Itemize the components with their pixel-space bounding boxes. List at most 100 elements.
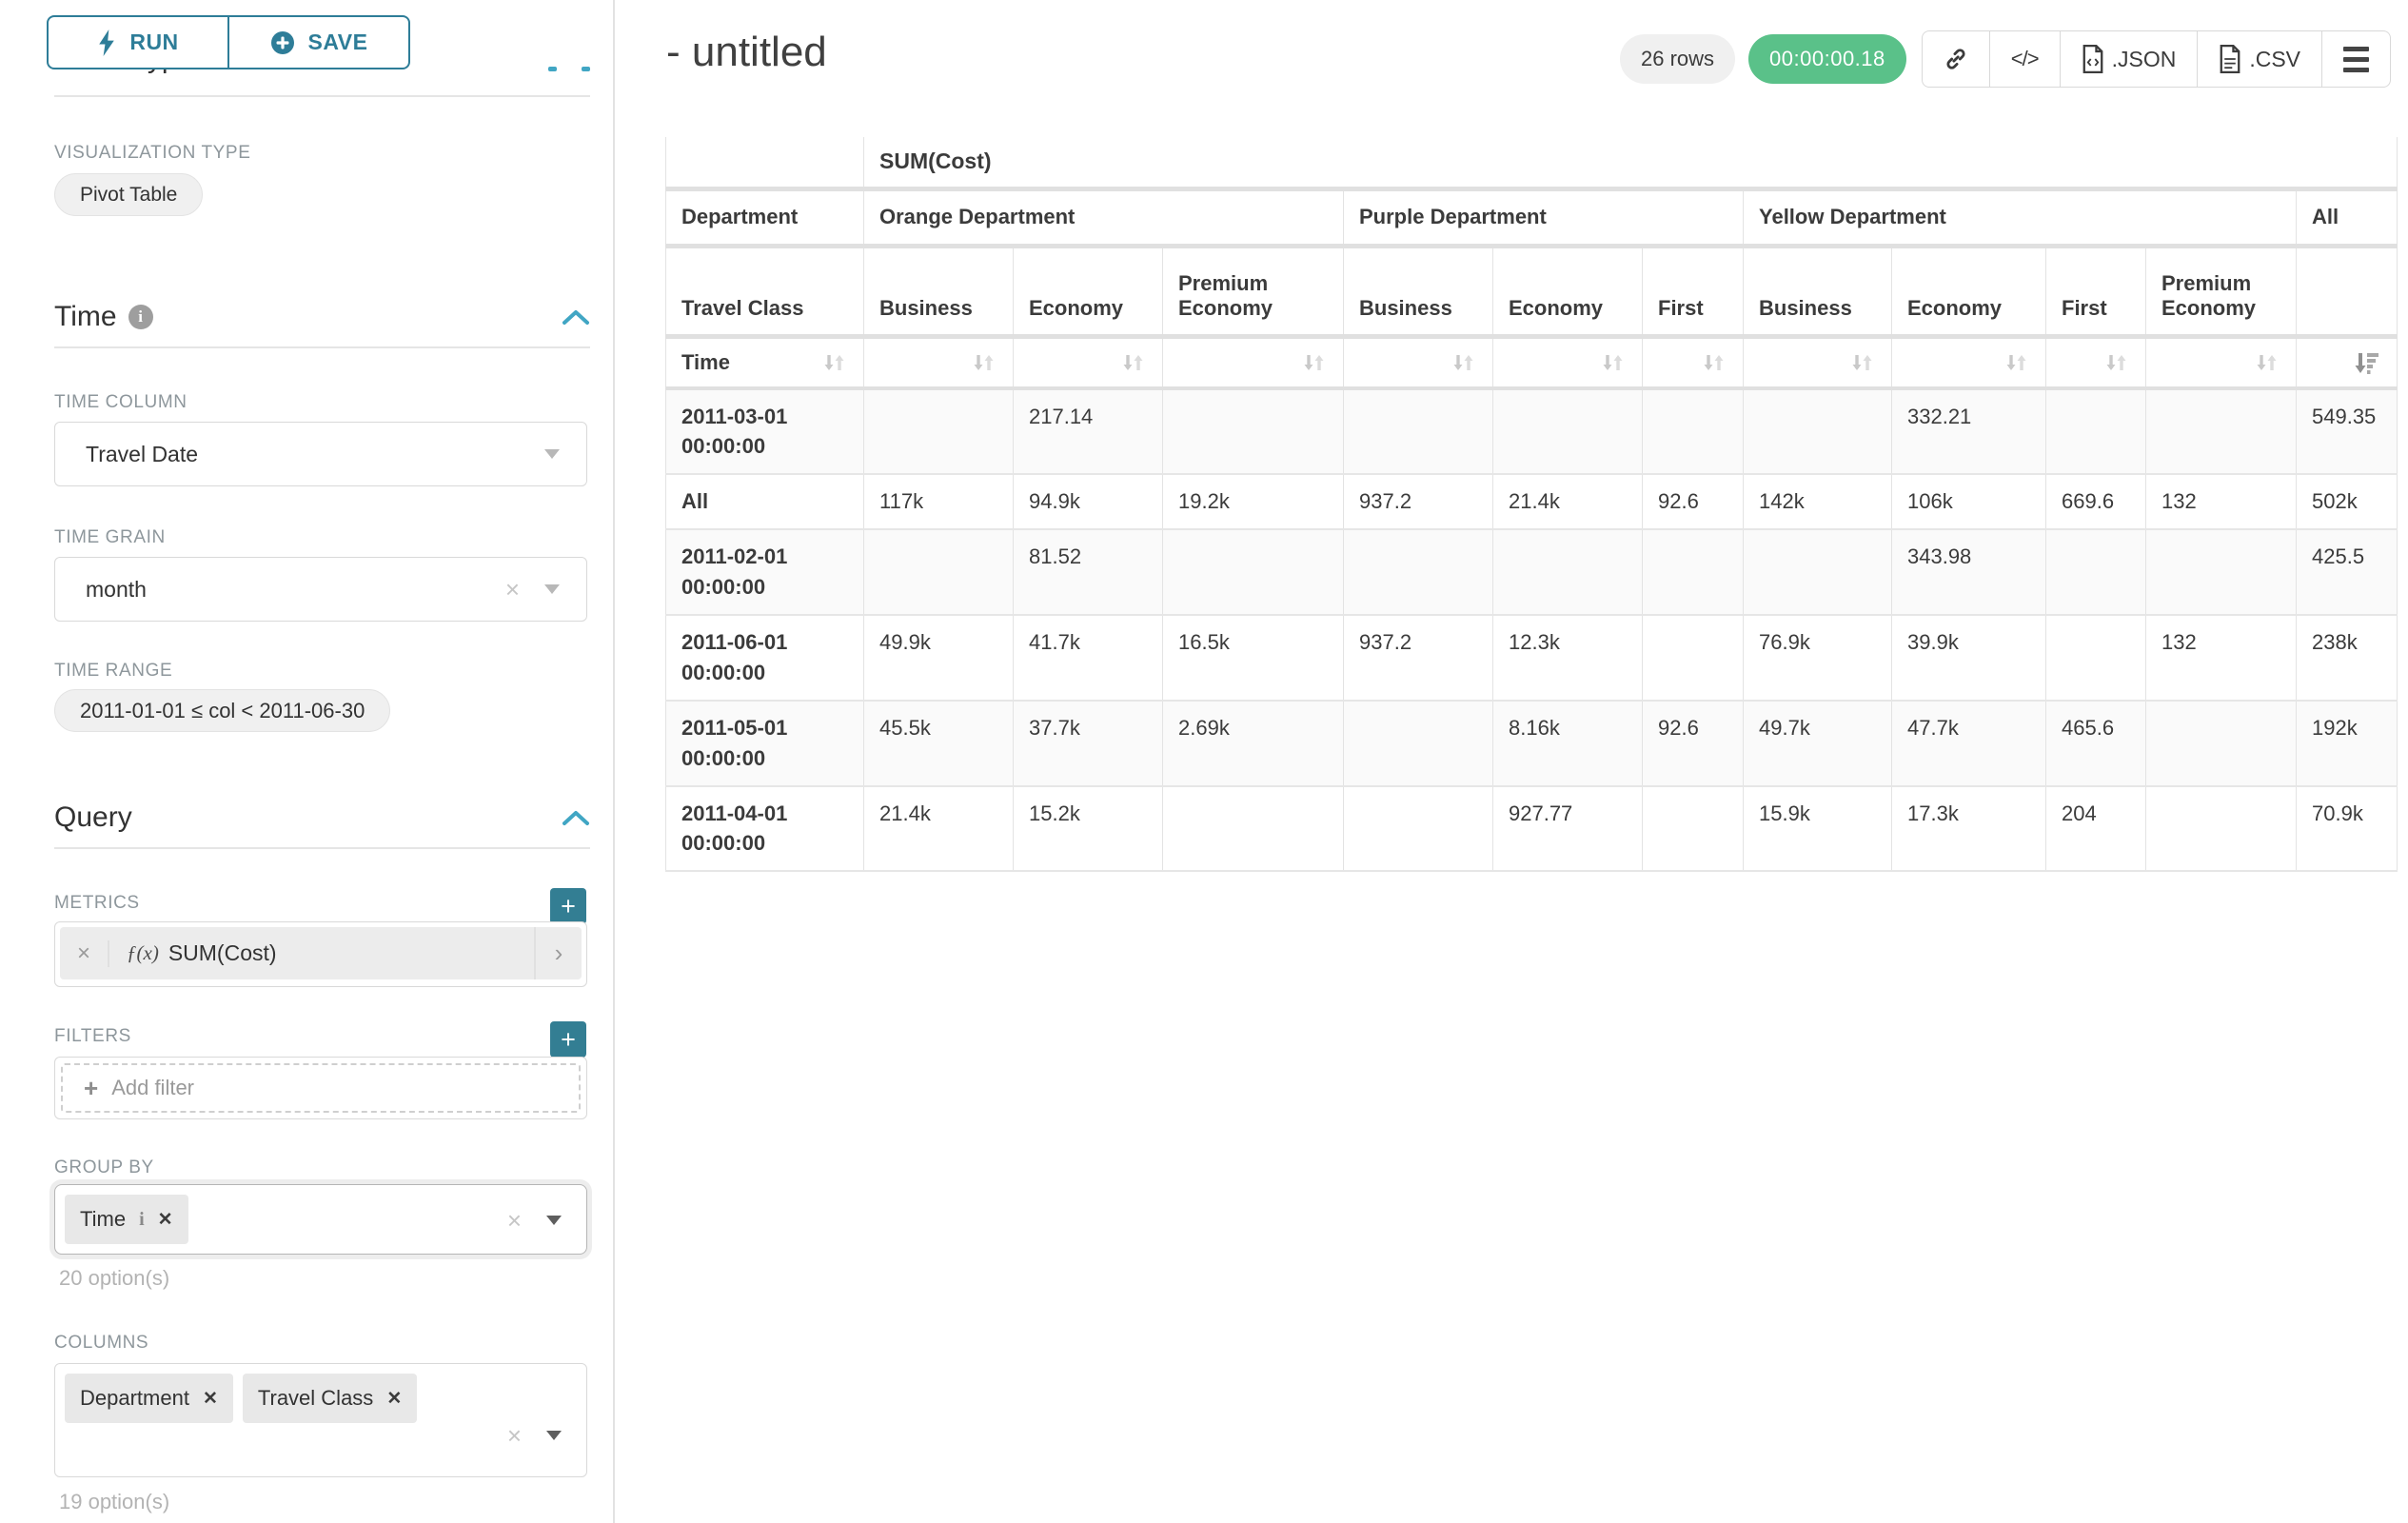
clear-icon[interactable]: × <box>507 1208 522 1233</box>
value-cell: 39.9k <box>1892 615 2046 701</box>
metric-chip[interactable]: × ƒ(x) SUM(Cost) › <box>60 927 582 979</box>
column-sort-header[interactable] <box>1892 336 2046 388</box>
row-count-badge: 26 rows <box>1620 34 1735 84</box>
more-menu-button[interactable] <box>2322 31 2390 87</box>
control-panel-sidebar: Chart Type RUN SAVE VISUALIZATION TYPE P… <box>0 0 615 1523</box>
clear-icon[interactable]: × <box>507 1423 522 1448</box>
link-icon <box>1944 47 1968 71</box>
viz-type-pill[interactable]: Pivot Table <box>54 173 203 216</box>
value-cell <box>1643 529 1744 615</box>
value-cell: 76.9k <box>1744 615 1892 701</box>
group-by-select[interactable]: Timei✕ × <box>54 1184 587 1255</box>
info-icon: i <box>128 305 153 329</box>
column-sort-header[interactable] <box>1744 336 1892 388</box>
column-sort-header[interactable] <box>1344 336 1493 388</box>
column-sort-header[interactable] <box>864 336 1014 388</box>
value-cell: 238k <box>2297 615 2398 701</box>
sort-icon <box>2252 348 2280 377</box>
travel-class-header: Business <box>1744 246 1892 336</box>
value-cell: 106k <box>1892 474 2046 529</box>
chevron-up-icon[interactable] <box>562 809 590 826</box>
export-csv-button[interactable]: .CSV <box>2198 31 2322 87</box>
info-icon: i <box>139 1209 145 1231</box>
columns-select[interactable]: Department✕Travel Class✕ × <box>54 1363 587 1477</box>
time-range-pill[interactable]: 2011-01-01 ≤ col < 2011-06-30 <box>54 689 390 732</box>
value-cell: 117k <box>864 474 1014 529</box>
row-dimension-sort-header[interactable]: Time <box>666 336 864 388</box>
column-sort-header[interactable] <box>1643 336 1744 388</box>
column-sort-header[interactable] <box>1493 336 1643 388</box>
chart-title[interactable]: - untitled <box>666 29 827 76</box>
add-filter-button[interactable]: + <box>550 1021 586 1058</box>
table-row: 2011-05-01 00:00:0045.5k37.7k2.69k8.16k9… <box>666 701 2398 786</box>
caret-down-icon[interactable] <box>546 1431 562 1440</box>
value-cell: 204 <box>2046 786 2146 872</box>
value-cell: 21.4k <box>864 786 1014 872</box>
time-grain-select[interactable]: month × <box>54 557 587 622</box>
value-cell: 217.14 <box>1014 388 1163 475</box>
row-header-cell: 2011-05-01 00:00:00 <box>666 701 864 786</box>
value-cell: 94.9k <box>1014 474 1163 529</box>
column-sort-header[interactable] <box>1163 336 1344 388</box>
travel-class-header: Business <box>1344 246 1493 336</box>
metric-header: SUM(Cost) <box>864 137 2398 188</box>
explore-page: Chart Type RUN SAVE VISUALIZATION TYPE P… <box>0 0 2408 1523</box>
add-filter-dropzone[interactable]: + Add filter <box>61 1063 581 1113</box>
group-by-options-count: 20 option(s) <box>59 1266 169 1291</box>
view-query-button[interactable]: </> <box>1990 31 2061 87</box>
viz-type-label: VISUALIZATION TYPE <box>54 143 250 164</box>
chart-type-collapse-indicator <box>548 67 590 71</box>
sort-icon <box>1699 348 1727 377</box>
caret-down-icon[interactable] <box>546 1216 562 1225</box>
value-cell <box>1344 786 1493 872</box>
column-sort-header[interactable] <box>1014 336 1163 388</box>
value-cell <box>2146 388 2297 475</box>
value-cell: 142k <box>1744 474 1892 529</box>
value-cell: 192k <box>2297 701 2398 786</box>
add-metric-button[interactable]: + <box>550 888 586 924</box>
json-file-icon <box>2082 45 2104 73</box>
travel-class-header: Business <box>864 246 1014 336</box>
value-cell: 343.98 <box>1892 529 2046 615</box>
columns-options-count: 19 option(s) <box>59 1490 169 1514</box>
caret-down-icon <box>544 449 560 459</box>
remove-tag-icon[interactable]: ✕ <box>386 1388 402 1410</box>
selected-value-tag[interactable]: Travel Class✕ <box>243 1374 417 1423</box>
sort-icon <box>819 348 848 377</box>
column-sort-header[interactable] <box>2146 336 2297 388</box>
clear-icon[interactable]: × <box>505 577 520 602</box>
save-button[interactable]: SAVE <box>228 15 410 69</box>
query-duration-badge: 00:00:00.18 <box>1748 34 1906 84</box>
remove-tag-icon[interactable]: ✕ <box>158 1209 173 1231</box>
value-cell: 92.6 <box>1643 701 1744 786</box>
column-sort-header[interactable] <box>2297 336 2398 388</box>
value-cell <box>1493 388 1643 475</box>
travel-class-header: Premium Economy <box>1163 246 1344 336</box>
value-cell <box>1344 388 1493 475</box>
value-cell: 16.5k <box>1163 615 1344 701</box>
value-cell <box>1643 615 1744 701</box>
time-column-select[interactable]: Travel Date <box>54 422 587 486</box>
value-cell <box>1744 529 1892 615</box>
travel-class-header: Economy <box>1493 246 1643 336</box>
value-cell: 332.21 <box>1892 388 2046 475</box>
table-row: 2011-02-01 00:00:0081.52343.98425.5 <box>666 529 2398 615</box>
value-cell <box>1744 388 1892 475</box>
copy-link-button[interactable] <box>1923 31 1990 87</box>
chevron-right-icon[interactable]: › <box>534 927 582 979</box>
plus-circle-icon <box>270 30 295 55</box>
sort-icon <box>1118 348 1147 377</box>
value-cell: 425.5 <box>2297 529 2398 615</box>
selected-value-tag[interactable]: Timei✕ <box>65 1195 188 1244</box>
column-sort-header[interactable] <box>2046 336 2146 388</box>
value-cell <box>2146 701 2297 786</box>
value-cell: 15.9k <box>1744 786 1892 872</box>
remove-metric-icon[interactable]: × <box>60 940 109 967</box>
metrics-box: × ƒ(x) SUM(Cost) › <box>54 921 587 987</box>
selected-value-tag[interactable]: Department✕ <box>65 1374 233 1423</box>
remove-tag-icon[interactable]: ✕ <box>203 1388 218 1410</box>
export-json-button[interactable]: .JSON <box>2061 31 2199 87</box>
chevron-up-icon[interactable] <box>562 308 590 326</box>
value-cell <box>1163 529 1344 615</box>
run-button[interactable]: RUN <box>47 15 228 69</box>
